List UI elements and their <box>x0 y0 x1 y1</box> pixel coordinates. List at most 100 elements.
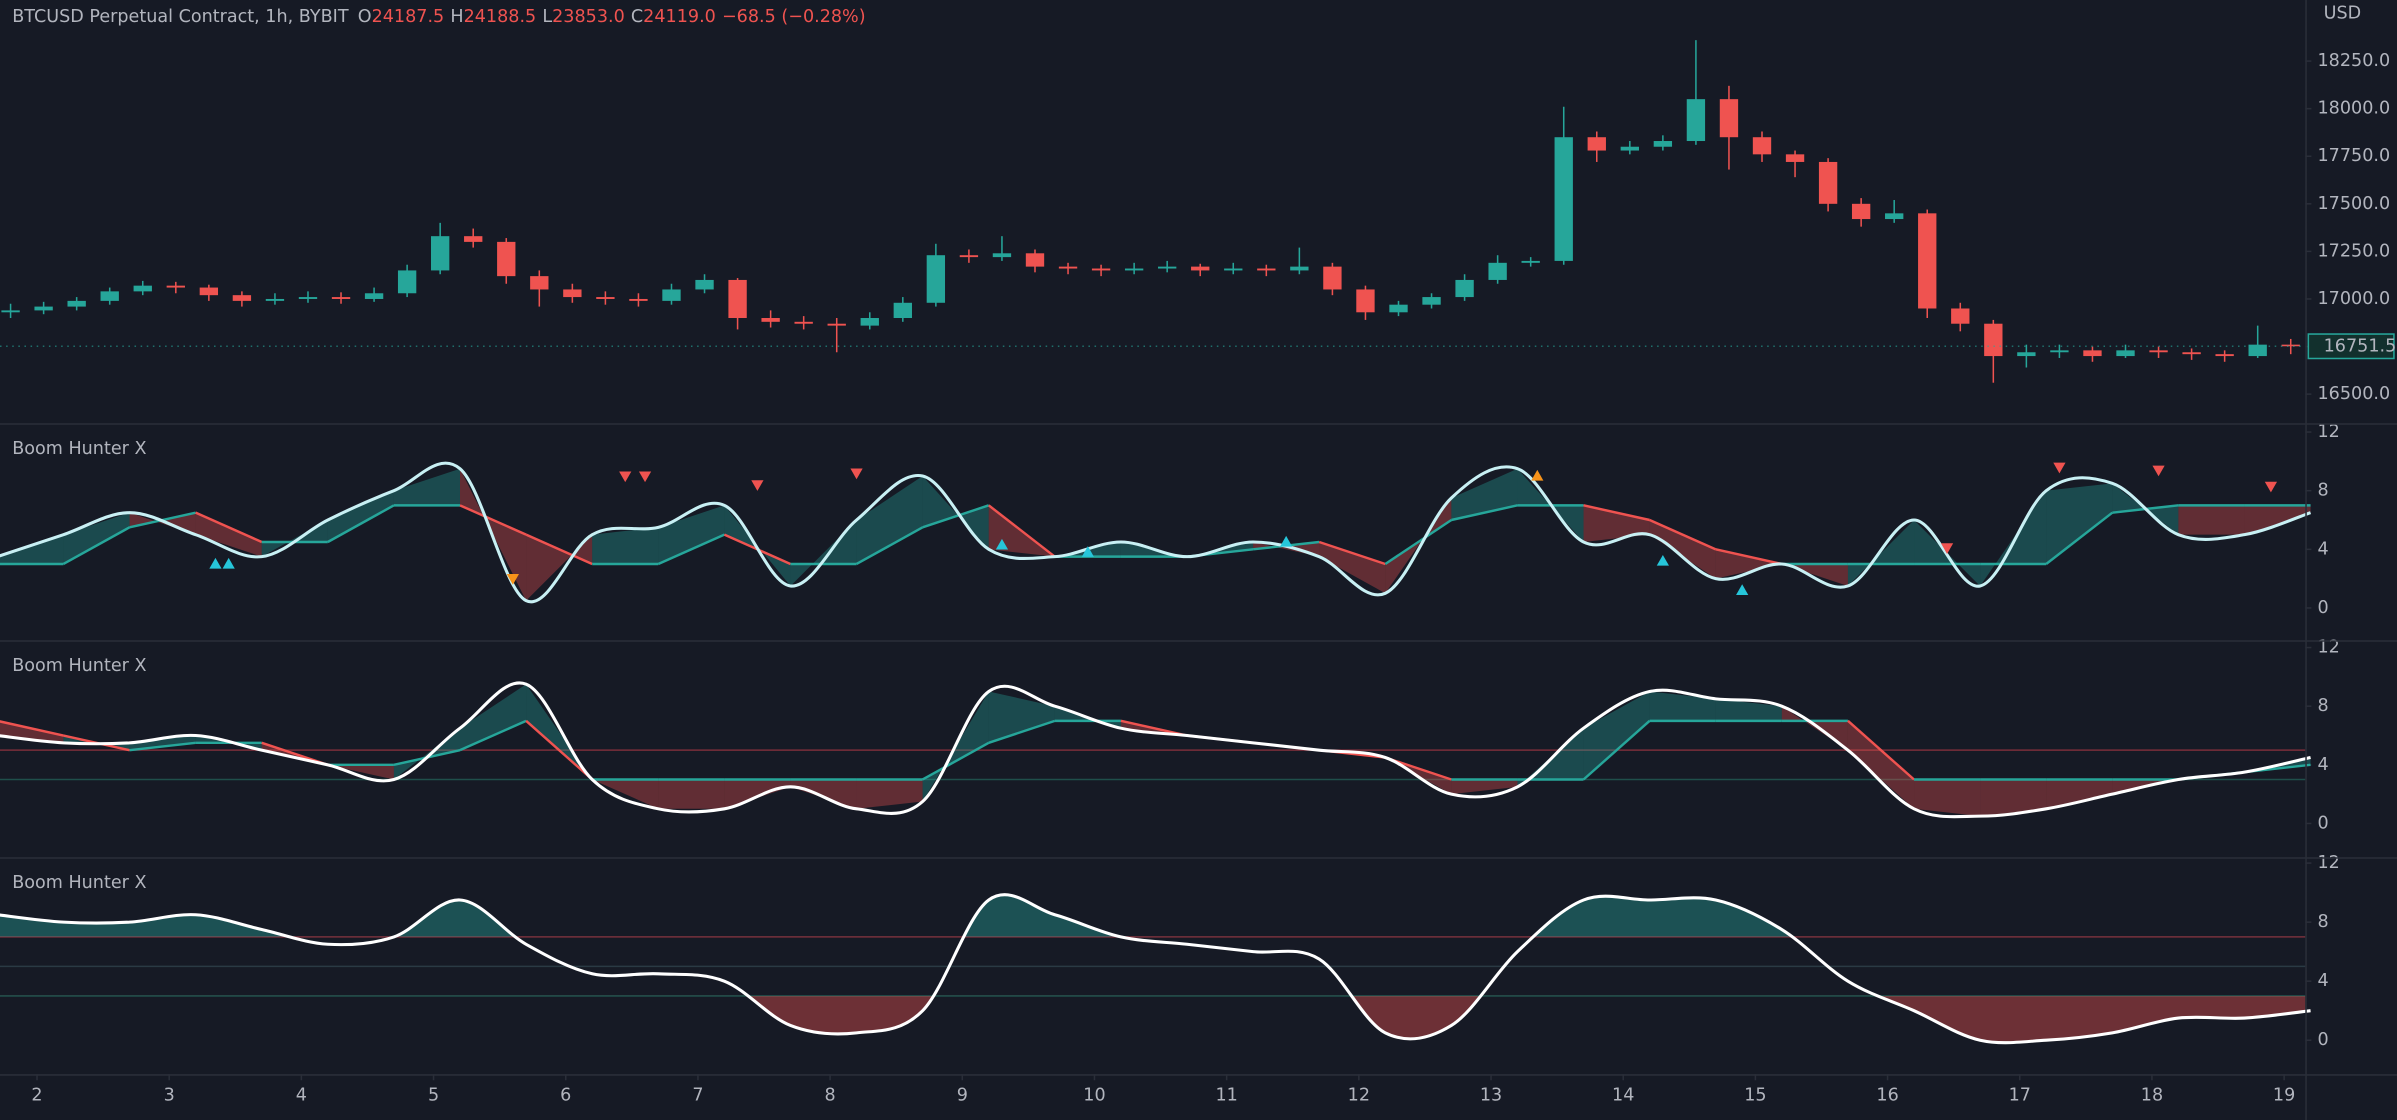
oscillator-line <box>0 893 2311 1045</box>
x-tick-label: 8 <box>825 1086 836 1106</box>
candle-body <box>629 298 648 301</box>
trend-segment <box>922 504 990 529</box>
pane-title: Boom Hunter X <box>12 439 146 459</box>
candle-body <box>1290 266 1309 271</box>
candle-body <box>827 323 846 326</box>
fill-segment <box>261 520 328 557</box>
y-tick-label: 17500.0 <box>2318 194 2391 214</box>
candle-body <box>860 318 879 326</box>
fill-segment <box>1914 779 1981 817</box>
fill-segment <box>790 520 857 586</box>
y-tick-label: 17250.0 <box>2318 241 2391 261</box>
fill-segment <box>2046 779 2113 809</box>
y-tick-label: 16500.0 <box>2318 384 2391 404</box>
x-tick-label: 6 <box>560 1086 571 1106</box>
y-tick-label: 18250.0 <box>2318 51 2391 71</box>
fill-segment <box>1583 505 1650 542</box>
fill-segment <box>1715 549 1782 579</box>
y-tick-label: 12 <box>2318 853 2340 873</box>
candle-body <box>1587 137 1606 151</box>
fill-segment <box>459 684 527 751</box>
signal-marker <box>619 471 632 483</box>
x-tick-label: 12 <box>1348 1086 1370 1106</box>
ohlc-label: H <box>450 7 463 27</box>
fill-segment <box>856 779 923 809</box>
fill-segment <box>1451 468 1518 521</box>
fill-segment <box>1451 779 1518 795</box>
candle-body <box>728 279 747 319</box>
fill-segment <box>658 779 725 809</box>
candle-body <box>1191 266 1210 271</box>
candle-body <box>1488 262 1507 280</box>
candle-body <box>1653 141 1673 147</box>
candle-body <box>1091 268 1111 271</box>
candle-body <box>1356 289 1375 313</box>
candle-body <box>794 321 813 324</box>
signal-marker <box>850 468 863 480</box>
candle-body <box>695 279 714 290</box>
x-tick-label: 17 <box>2009 1086 2031 1106</box>
x-tick-label: 11 <box>1215 1086 1237 1106</box>
upper-fill <box>0 894 2306 937</box>
fill-segment <box>195 512 262 557</box>
candle-body <box>1124 268 1144 271</box>
candle-body <box>464 236 483 242</box>
fill-segment <box>2178 505 2245 535</box>
x-tick-label: 9 <box>957 1086 968 1106</box>
candle-body <box>959 255 979 258</box>
ohlc-value: 23853.0 <box>552 7 625 27</box>
candle-body <box>662 289 681 301</box>
x-tick-label: 2 <box>31 1086 42 1106</box>
fill-segment <box>988 691 1055 743</box>
x-tick-label: 10 <box>1083 1086 1105 1106</box>
y-tick-label: 18000.0 <box>2318 99 2391 119</box>
trend-segment <box>459 719 527 752</box>
fill-segment <box>0 534 64 564</box>
y-tick-label: 8 <box>2318 481 2329 501</box>
signal-marker <box>1656 554 1669 566</box>
ohlc-label: L <box>542 7 552 27</box>
y-tick-label: 17750.0 <box>2318 146 2391 166</box>
candle-body <box>1521 260 1540 263</box>
y-tick-label: 0 <box>2318 1030 2329 1050</box>
candle-body <box>34 306 53 311</box>
trend-segment <box>1318 540 1386 566</box>
trend-segment <box>2045 511 2114 565</box>
signal-marker <box>1736 584 1749 595</box>
signal-marker <box>1940 543 1954 554</box>
fill-segment <box>1583 691 1650 780</box>
x-tick-label: 3 <box>164 1086 175 1106</box>
fill-segment <box>2046 483 2113 564</box>
oscillator-line <box>0 681 2311 819</box>
y-tick-label: 4 <box>2318 539 2329 559</box>
change-value: −68.5 (−0.28%) <box>722 7 866 27</box>
ohlc-label: C <box>631 7 643 27</box>
candle-body <box>100 291 119 301</box>
fill-segment <box>327 490 394 542</box>
y-axis-label: USD <box>2324 4 2362 24</box>
signal-marker <box>1531 469 1544 481</box>
y-tick-label: 0 <box>2318 598 2329 618</box>
candle-body <box>992 253 1012 258</box>
candle-body <box>430 236 450 271</box>
pane-title: Boom Hunter X <box>12 656 146 676</box>
fill-segment <box>658 505 725 564</box>
candle-body <box>497 241 516 277</box>
candle-body <box>1719 99 1739 138</box>
candle-body <box>298 297 318 299</box>
trend-segment <box>129 741 196 752</box>
candle-body <box>1686 99 1706 142</box>
candle-body <box>364 293 384 299</box>
candle-body <box>1620 146 1639 151</box>
y-tick-label: 12 <box>2318 638 2340 658</box>
candle-body <box>1257 268 1276 271</box>
candle-body <box>926 255 946 303</box>
candle-body <box>1851 203 1871 220</box>
candle-body <box>2182 352 2201 355</box>
x-tick-label: 15 <box>1744 1086 1766 1106</box>
y-tick-label: 0 <box>2318 813 2329 833</box>
signal-marker <box>209 557 222 569</box>
legend-header: BTCUSD Perpetual Contract, 1h, BYBIT O241… <box>12 7 865 27</box>
x-tick-label: 18 <box>2141 1086 2163 1106</box>
